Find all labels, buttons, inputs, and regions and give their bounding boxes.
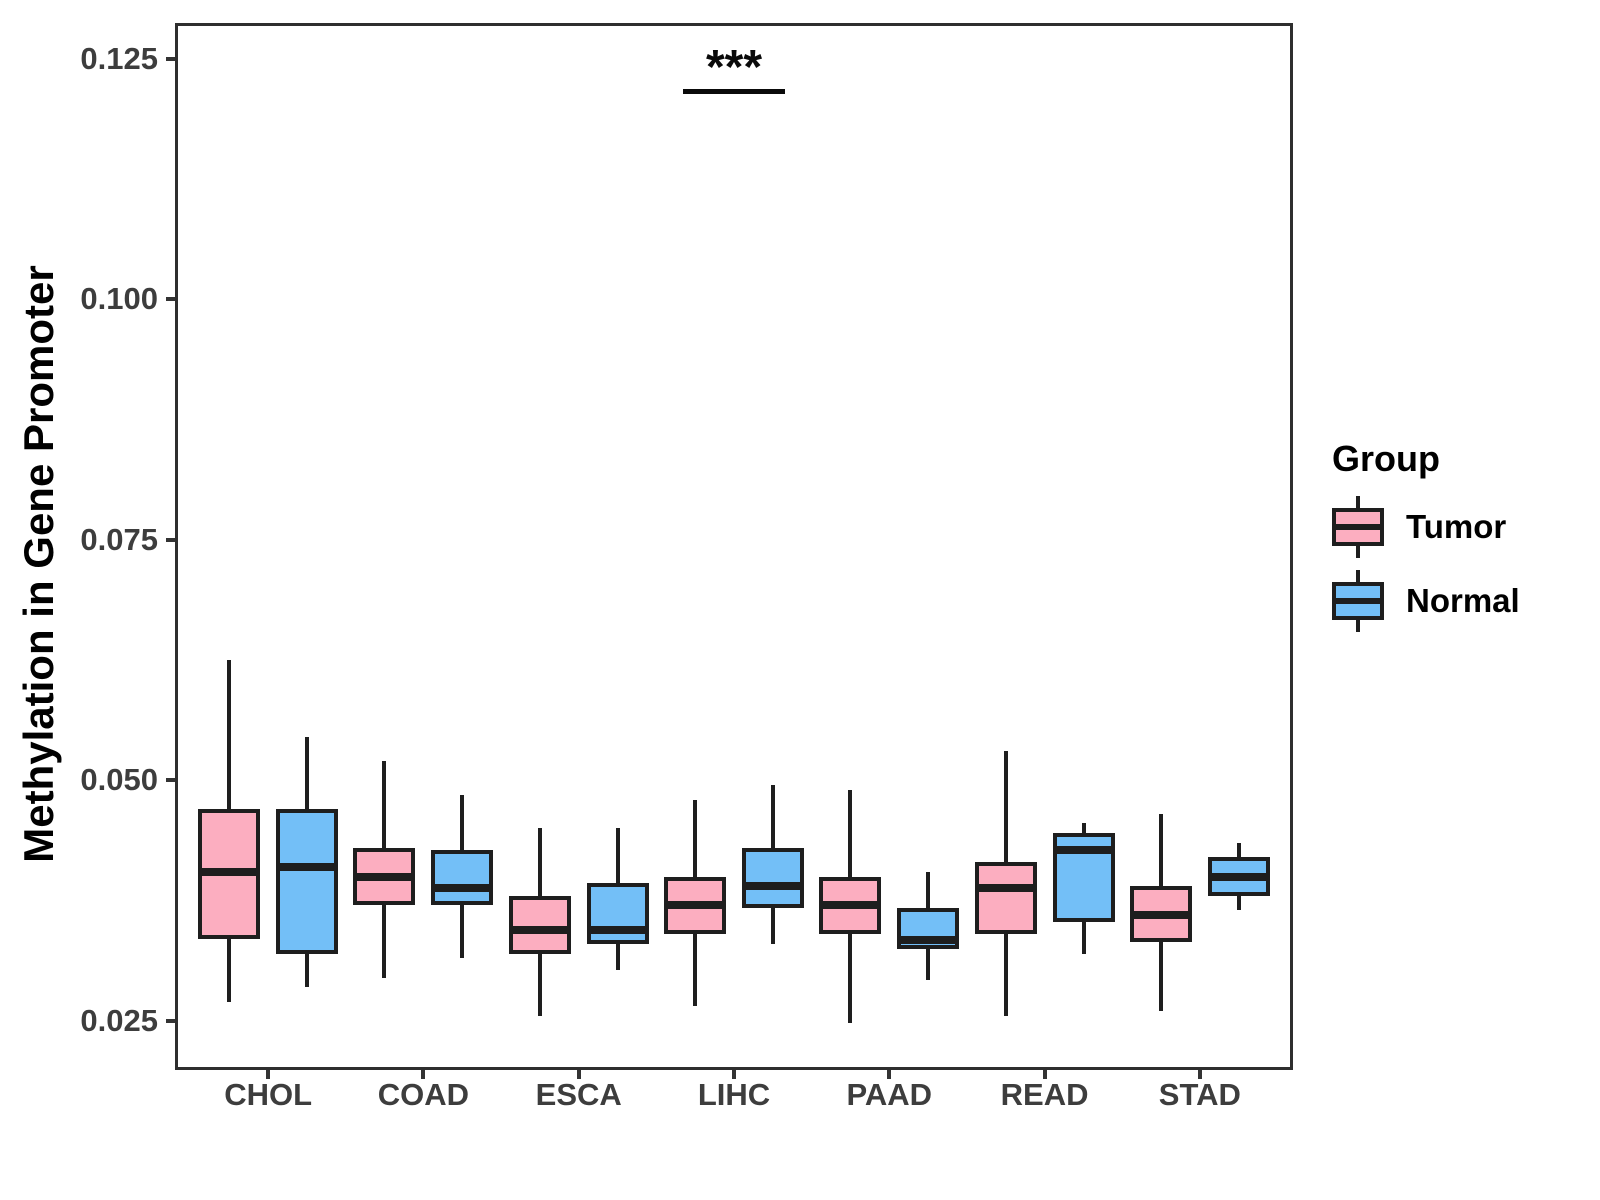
x-axis-tick	[576, 1070, 581, 1079]
significance-bar-lihc	[683, 89, 785, 95]
x-tick-label-coad: COAD	[377, 1077, 470, 1112]
key-whisker-bottom	[1356, 546, 1360, 558]
y-axis-tick	[166, 778, 175, 783]
whisker-upper-read-tumor	[1003, 751, 1008, 863]
whisker-upper-coad-normal	[460, 794, 465, 850]
key-whisker-bottom	[1356, 620, 1360, 632]
whisker-upper-stad-tumor	[1158, 814, 1163, 887]
boxplot-key-icon	[1330, 496, 1386, 558]
legend-items: Tumor Normal	[1330, 494, 1520, 634]
whisker-lower-esca-tumor	[537, 953, 542, 1017]
legend-title: Group	[1332, 438, 1440, 479]
y-axis-tick	[166, 297, 175, 302]
whisker-lower-paad-normal	[926, 948, 931, 980]
key-whisker-top	[1356, 496, 1360, 508]
box-lihc-normal	[742, 847, 804, 909]
key-median	[1336, 598, 1380, 604]
y-axis-tick	[166, 56, 175, 61]
significance-label-lihc: ***	[705, 41, 763, 95]
x-axis-tick	[1197, 1070, 1202, 1079]
x-tick-label-stad: STAD	[1158, 1077, 1241, 1112]
median-coad-normal	[435, 884, 490, 893]
whisker-upper-esca-normal	[615, 828, 620, 884]
whisker-lower-stad-tumor	[1158, 942, 1163, 1012]
y-tick-label: 0.050	[80, 762, 158, 798]
y-axis-tick	[166, 1018, 175, 1023]
legend-item-normal: Normal	[1330, 568, 1520, 634]
y-axis-tick	[166, 537, 175, 542]
median-chol-tumor	[202, 867, 257, 876]
legend: Group Tumor Normal	[1330, 438, 1520, 642]
legend-label: Tumor	[1406, 508, 1507, 545]
whisker-lower-lihc-tumor	[693, 934, 697, 1007]
median-esca-normal	[590, 925, 645, 934]
median-stad-normal	[1211, 872, 1266, 881]
x-axis-tick	[732, 1070, 736, 1079]
x-axis-tick	[1042, 1070, 1047, 1079]
legend-item-tumor: Tumor	[1330, 494, 1520, 560]
whisker-upper-esca-tumor	[537, 828, 542, 896]
whisker-lower-read-tumor	[1003, 934, 1008, 1017]
whisker-lower-coad-normal	[460, 905, 465, 959]
whisker-lower-stad-normal	[1236, 895, 1241, 911]
y-tick-label: 0.100	[80, 281, 158, 317]
whisker-lower-coad-tumor	[382, 905, 387, 978]
whisker-lower-read-normal	[1081, 921, 1086, 954]
median-paad-normal	[901, 936, 956, 945]
median-esca-tumor	[512, 925, 567, 934]
median-lihc-tumor	[668, 901, 722, 910]
x-axis-tick	[266, 1070, 271, 1079]
median-read-normal	[1056, 845, 1111, 854]
box-coad-normal	[431, 849, 494, 906]
box-esca-tumor	[508, 895, 571, 954]
median-stad-tumor	[1133, 911, 1188, 920]
whisker-upper-read-normal	[1081, 822, 1086, 834]
boxplot-key-icon	[1330, 570, 1386, 632]
whisker-lower-paad-tumor	[848, 934, 853, 1023]
x-tick-label-read: READ	[1000, 1077, 1089, 1112]
whisker-upper-paad-normal	[926, 871, 931, 909]
x-axis-tick	[887, 1070, 892, 1079]
key-whisker-top	[1356, 570, 1360, 582]
median-lihc-normal	[746, 882, 800, 891]
median-coad-tumor	[357, 872, 412, 881]
whisker-lower-chol-normal	[305, 953, 310, 988]
box-read-tumor	[974, 862, 1037, 935]
y-tick-label: 0.075	[80, 521, 158, 557]
x-tick-label-lihc: LIHC	[697, 1077, 771, 1112]
whisker-upper-lihc-normal	[771, 785, 775, 848]
x-tick-label-paad: PAAD	[846, 1077, 933, 1112]
x-tick-label-chol: CHOL	[224, 1077, 313, 1112]
whisker-upper-stad-normal	[1236, 842, 1241, 858]
whisker-upper-chol-normal	[305, 737, 310, 810]
whisker-upper-chol-tumor	[227, 660, 232, 810]
x-axis-tick	[421, 1070, 426, 1079]
median-chol-normal	[280, 862, 335, 871]
box-esca-normal	[586, 883, 649, 944]
x-tick-label-esca: ESCA	[535, 1077, 622, 1112]
median-paad-tumor	[823, 901, 878, 910]
y-tick-label: 0.125	[80, 40, 158, 76]
legend-label: Normal	[1406, 582, 1520, 619]
key-median	[1336, 524, 1380, 530]
whisker-upper-paad-tumor	[848, 789, 853, 877]
whisker-lower-esca-normal	[615, 943, 620, 970]
whisker-lower-chol-tumor	[227, 939, 232, 1002]
whisker-upper-lihc-tumor	[693, 799, 697, 877]
box-chol-normal	[276, 809, 339, 954]
median-read-tumor	[978, 884, 1033, 893]
whisker-upper-coad-tumor	[382, 761, 387, 848]
whisker-lower-lihc-normal	[771, 908, 775, 944]
y-tick-label: 0.025	[80, 1002, 158, 1038]
